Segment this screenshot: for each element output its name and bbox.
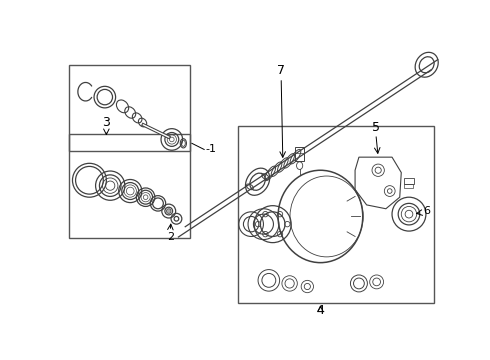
Bar (69, 134, 190, 238)
Bar (295, 147, 304, 161)
Text: 6: 6 (423, 206, 430, 216)
Text: 5: 5 (372, 121, 380, 134)
Text: 2: 2 (167, 232, 174, 242)
Text: -1: -1 (206, 144, 217, 154)
Text: 3: 3 (102, 116, 110, 130)
Bar (404, 178, 415, 184)
Bar (404, 184, 413, 188)
Text: 4: 4 (317, 304, 324, 317)
Bar (238, 126, 434, 303)
Bar (69, 65, 190, 151)
Text: 7: 7 (277, 64, 285, 77)
Circle shape (167, 209, 171, 213)
